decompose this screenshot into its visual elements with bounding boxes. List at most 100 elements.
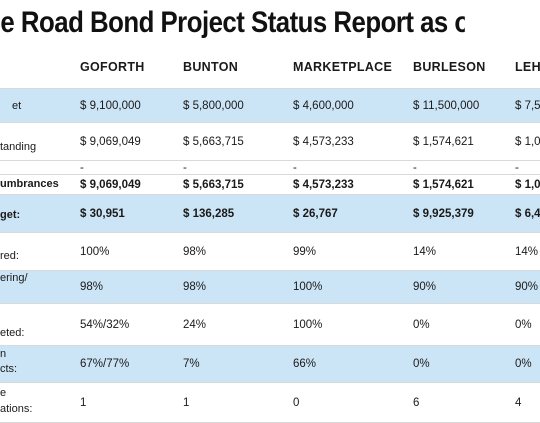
- row-label-text: umbrances: [0, 178, 59, 190]
- table-row: n cts: 67%/77% 7% 66% 0% 0%: [0, 345, 540, 383]
- cell-value: -: [293, 161, 297, 174]
- cell-value: 6: [413, 396, 420, 409]
- row-label: eted:: [0, 303, 80, 346]
- cell-value: $ 9,100,000: [80, 99, 141, 112]
- cell-value: $ 9,069,049: [80, 135, 141, 148]
- row-label-text: et: [12, 100, 22, 112]
- table-cell: 0: [293, 382, 413, 423]
- table-cell: -: [293, 160, 413, 175]
- table-cell: $ 1,0: [515, 174, 540, 195]
- cell-value: 0%: [515, 318, 532, 331]
- table-row: get: $ 30,951 $ 136,285 $ 26,767 $ 9,925…: [0, 194, 540, 233]
- cell-value: 4: [515, 396, 522, 409]
- cell-value: 0%: [413, 318, 430, 331]
- cell-value: $ 5,663,715: [183, 178, 244, 191]
- header-row: GOFORTH BUNTON MARKETPLACE BURLESON LEH: [0, 46, 540, 89]
- table-row: tanding $ 9,069,049 $ 5,663,715 $ 4,573,…: [0, 122, 540, 161]
- table-cell: -: [80, 160, 183, 175]
- table-row: ering/ 98% 98% 100% 90% 90%: [0, 270, 540, 304]
- cell-value: $ 4,573,233: [293, 135, 354, 148]
- row-label-text: eted:: [0, 327, 25, 339]
- row-label-text: ering/: [0, 272, 28, 284]
- table-row: red: 100% 98% 99% 14% 14%: [0, 232, 540, 271]
- table-cell: 66%: [293, 345, 413, 383]
- table-row: eted: 54%/32% 24% 100% 0% 0%: [0, 303, 540, 346]
- table-cell: -: [515, 160, 540, 175]
- table-cell: $ 9,925,379: [413, 194, 515, 233]
- table-cell: $ 9,069,049: [80, 122, 183, 161]
- table-cell: 100%: [293, 303, 413, 346]
- row-label: umbrances: [0, 174, 80, 195]
- table-cell: $ 5,663,715: [183, 122, 293, 161]
- cell-value: 1: [80, 396, 87, 409]
- row-label-text: get:: [0, 209, 21, 221]
- table-cell: 98%: [183, 232, 293, 271]
- row-label-text: red:: [0, 250, 19, 262]
- table-cell: 0%: [515, 345, 540, 383]
- cell-value: 98%: [80, 281, 104, 293]
- row-label: get:: [0, 194, 80, 233]
- table-cell: $ 1,574,621: [413, 122, 515, 161]
- table-cell: 14%: [413, 232, 515, 271]
- table-row: e ations: 1 1 0 6 4: [0, 382, 540, 423]
- table-cell: $ 9,100,000: [80, 88, 183, 123]
- row-label: ering/: [0, 270, 80, 304]
- cell-value: 100%: [293, 318, 323, 331]
- table-cell: 7%: [183, 345, 293, 383]
- table-cell: 99%: [293, 232, 413, 271]
- row-label: [0, 160, 80, 175]
- column-header-marketplace: MARKETPLACE: [293, 46, 413, 89]
- cell-value: 1: [183, 396, 190, 409]
- cell-value: $ 11,500,000: [413, 99, 480, 112]
- table-cell: $ 1,0: [515, 122, 540, 161]
- table-cell: $ 26,767: [293, 194, 413, 233]
- table-cell: $ 136,285: [183, 194, 293, 233]
- cell-value: $ 5,800,000: [183, 99, 244, 112]
- row-label-header: [0, 46, 80, 89]
- cell-value: 0%: [413, 358, 430, 370]
- cell-value: $ 30,951: [80, 207, 125, 220]
- cell-value: 24%: [183, 318, 207, 331]
- table-cell: $ 11,500,000: [413, 88, 515, 123]
- cell-value: 90%: [413, 281, 437, 293]
- cell-value: 7%: [183, 358, 200, 370]
- table-cell: 98%: [80, 270, 183, 304]
- cell-value: $ 4,600,000: [293, 99, 354, 112]
- table-cell: -: [413, 160, 515, 175]
- cell-value: $ 136,285: [183, 207, 235, 220]
- cell-value: $ 6,4: [515, 207, 540, 220]
- cell-value: $ 9,069,049: [80, 178, 141, 191]
- table-cell: 24%: [183, 303, 293, 346]
- column-header-leh: LEH: [515, 46, 540, 89]
- cell-value: $ 1,0: [515, 178, 540, 191]
- cell-value: $ 26,767: [293, 207, 338, 220]
- cell-value: 100%: [293, 281, 323, 293]
- table-cell: 14%: [515, 232, 540, 271]
- column-header-goforth: GOFORTH: [80, 46, 183, 89]
- column-header-burleson: BURLESON: [413, 46, 515, 89]
- cell-value: $ 5,663,715: [183, 135, 244, 148]
- cell-value: 54%/32%: [80, 318, 130, 331]
- cell-value: 99%: [293, 245, 317, 258]
- row-label: red:: [0, 232, 80, 271]
- table-cell: 100%: [80, 232, 183, 271]
- row-label: et: [0, 88, 80, 123]
- table-cell: $ 4,600,000: [293, 88, 413, 123]
- table-cell: 1: [183, 382, 293, 423]
- table-cell: 0%: [515, 303, 540, 346]
- table-cell: 100%: [293, 270, 413, 304]
- cell-value: 14%: [413, 245, 437, 258]
- cell-value: $ 7,5: [515, 99, 540, 112]
- cell-value: $ 1,0: [515, 135, 540, 148]
- cell-value: 0%: [515, 358, 532, 370]
- cell-value: -: [80, 161, 84, 174]
- column-header-bunton: BUNTON: [183, 46, 293, 89]
- row-label-text: e ations:: [0, 387, 33, 415]
- cell-value: 14%: [515, 245, 539, 258]
- report-title: e Road Bond Project Status Report as of …: [0, 6, 464, 39]
- status-table: GOFORTH BUNTON MARKETPLACE BURLESON LEH …: [0, 46, 540, 423]
- cell-value: $ 4,573,233: [293, 178, 354, 191]
- table-cell: 6: [413, 382, 515, 423]
- row-label-text: tanding: [0, 141, 37, 153]
- cell-value: $ 1,574,621: [413, 178, 474, 191]
